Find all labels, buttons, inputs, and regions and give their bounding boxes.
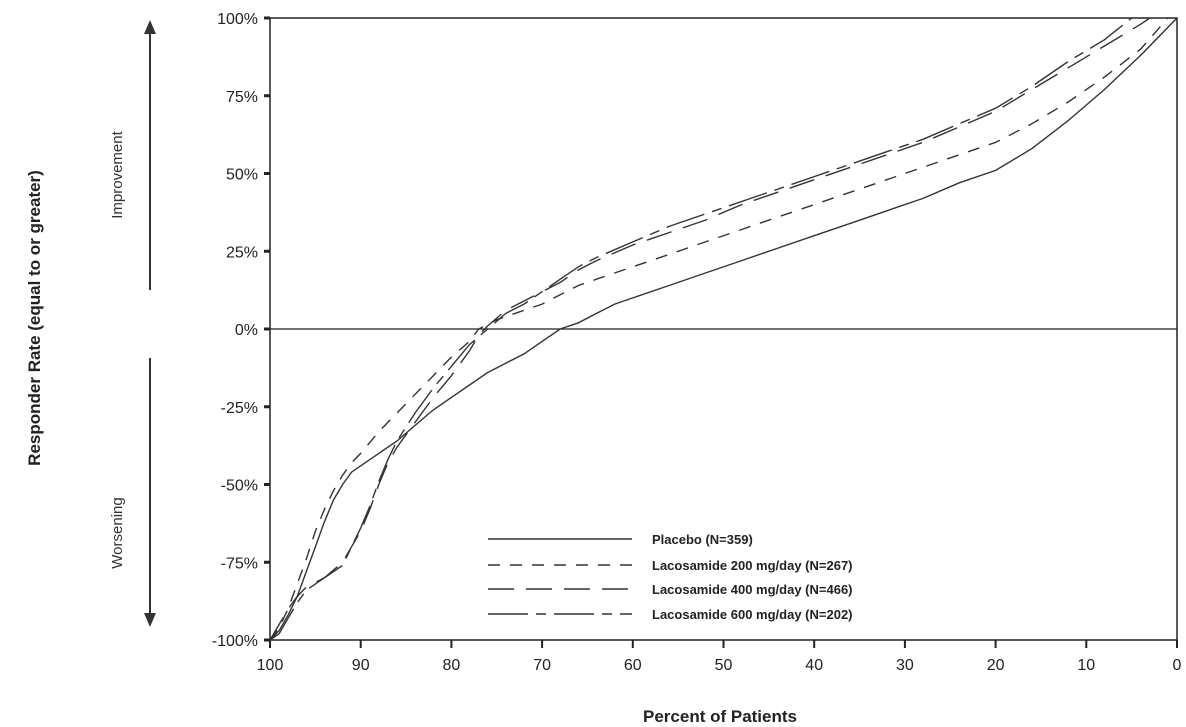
series-lines [269,17,1178,641]
x-tick-label: 50 [715,657,733,674]
y-tick-label: 25% [226,244,258,261]
x-tick-label: 40 [805,657,823,674]
x-tick-label: 80 [443,657,461,674]
y-tick-label: 75% [226,89,258,106]
x-tick-label: 70 [533,657,551,674]
y-tick-label: -100% [212,633,258,650]
y-tick-label: 50% [226,167,258,184]
series-line-4 [269,17,1133,641]
legend-label: Placebo (N=359) [652,532,753,547]
improvement-annotation: Improvement [109,20,156,290]
y-tick-label: 0% [235,322,258,339]
y-axis-title: Responder Rate (equal to or greater) [25,170,44,466]
series-line-3 [269,17,1151,641]
axes: 100%75%50%25%0%-25%-50%-75%-100%100 90 80 7… [212,11,1182,674]
x-tick-label: 100 [257,657,284,674]
x-tick-label: 90 [352,657,370,674]
worsening-annotation: Worsening [109,358,156,627]
worsening-label: Worsening [109,497,126,568]
y-tick-label: -75% [221,555,258,572]
y-tick-label: -25% [221,400,258,417]
x-tick-label: 30 [896,657,914,674]
x-tick-label: 60 [624,657,642,674]
legend-label: Lacosamide 600 mg/day (N=202) [652,607,853,622]
improvement-label: Improvement [109,130,126,218]
x-axis-title: Percent of Patients [643,707,797,726]
series-line-1 [269,17,1178,641]
legend-label: Lacosamide 400 mg/day (N=466) [652,582,853,597]
x-tick-label: 20 [987,657,1005,674]
x-tick-label: 0 [1173,657,1182,674]
y-tick-label: -50% [221,478,258,495]
down-arrow-head-icon [144,613,156,627]
legend-label: Lacosamide 200 mg/day (N=267) [652,558,853,573]
y-tick-label: 100% [217,11,258,28]
x-tick-label: 10 [1077,657,1095,674]
legend: Placebo (N=359) Lacosamide 200 mg/day (N=… [488,532,853,622]
up-arrow-head-icon [144,20,156,34]
